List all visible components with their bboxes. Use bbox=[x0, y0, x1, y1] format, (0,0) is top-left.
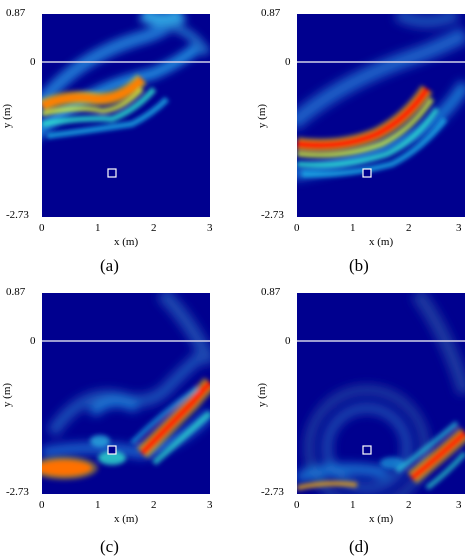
y-tick-label: 0.87 bbox=[261, 7, 281, 19]
y-tick-label: -2.73 bbox=[6, 209, 29, 221]
x-tick-label: 3 bbox=[456, 499, 462, 511]
panel-c: 0.87 0 -2.73 y (m) bbox=[0, 279, 235, 559]
panel-caption: (a) bbox=[100, 256, 119, 275]
source-marker bbox=[107, 445, 117, 455]
x-tick-label: 0 bbox=[39, 499, 45, 511]
x-tick-label: 3 bbox=[456, 222, 462, 234]
y-tick-label: 0.87 bbox=[261, 286, 281, 298]
y-axis-label: y (m) bbox=[256, 382, 268, 408]
y-tick-label: 0 bbox=[285, 56, 291, 68]
y-tick-label: 0 bbox=[30, 335, 36, 347]
y-tick-label: -2.73 bbox=[6, 486, 29, 498]
x-tick-label: 2 bbox=[406, 499, 412, 511]
y-tick-label: -2.73 bbox=[261, 209, 284, 221]
x-axis-label: x (m) bbox=[114, 236, 139, 248]
y-axis-label: y (m) bbox=[256, 103, 268, 129]
heatmap-plot bbox=[42, 14, 210, 217]
heatmap-svg bbox=[297, 293, 465, 494]
x-tick-label: 0 bbox=[294, 499, 300, 511]
panel-caption: (b) bbox=[349, 256, 369, 275]
y-axis-label: y (m) bbox=[1, 103, 13, 129]
heatmap-svg bbox=[42, 293, 210, 480]
panel-a: 0.87 0 -2.73 y (m) 0 bbox=[0, 0, 235, 280]
panel-caption: (d) bbox=[349, 537, 369, 556]
x-tick-label: 2 bbox=[151, 222, 157, 234]
x-tick-label: 3 bbox=[207, 222, 213, 234]
x-tick-label: 1 bbox=[95, 499, 101, 511]
y-tick-label: 0 bbox=[285, 335, 291, 347]
panel-d: 0.87 0 -2.73 y (m) bbox=[255, 279, 471, 559]
x-axis-label: x (m) bbox=[369, 513, 394, 525]
y-tick-label: 0.87 bbox=[6, 7, 26, 19]
heatmap-svg bbox=[297, 14, 465, 180]
x-tick-label: 1 bbox=[350, 222, 356, 234]
x-tick-label: 0 bbox=[39, 222, 45, 234]
heatmap-plot bbox=[297, 14, 465, 217]
x-tick-label: 0 bbox=[294, 222, 300, 234]
y-tick-label: -2.73 bbox=[261, 486, 284, 498]
heatmap-svg bbox=[42, 14, 210, 178]
heatmap-plot bbox=[297, 293, 465, 494]
x-tick-label: 2 bbox=[151, 499, 157, 511]
x-tick-label: 1 bbox=[350, 499, 356, 511]
x-tick-label: 2 bbox=[406, 222, 412, 234]
x-axis-label: x (m) bbox=[114, 513, 139, 525]
y-tick-label: 0 bbox=[30, 56, 36, 68]
source-marker bbox=[362, 168, 372, 178]
source-marker bbox=[107, 168, 117, 178]
y-tick-label: 0.87 bbox=[6, 286, 26, 298]
heatmap-plot bbox=[42, 293, 210, 494]
source-marker bbox=[362, 445, 372, 455]
y-axis-label: y (m) bbox=[1, 382, 13, 408]
x-tick-label: 1 bbox=[95, 222, 101, 234]
panel-caption: (c) bbox=[100, 537, 119, 556]
x-tick-label: 3 bbox=[207, 499, 213, 511]
x-axis-label: x (m) bbox=[369, 236, 394, 248]
panel-b: 0.87 0 -2.73 y (m) 0 1 2 bbox=[255, 0, 471, 280]
